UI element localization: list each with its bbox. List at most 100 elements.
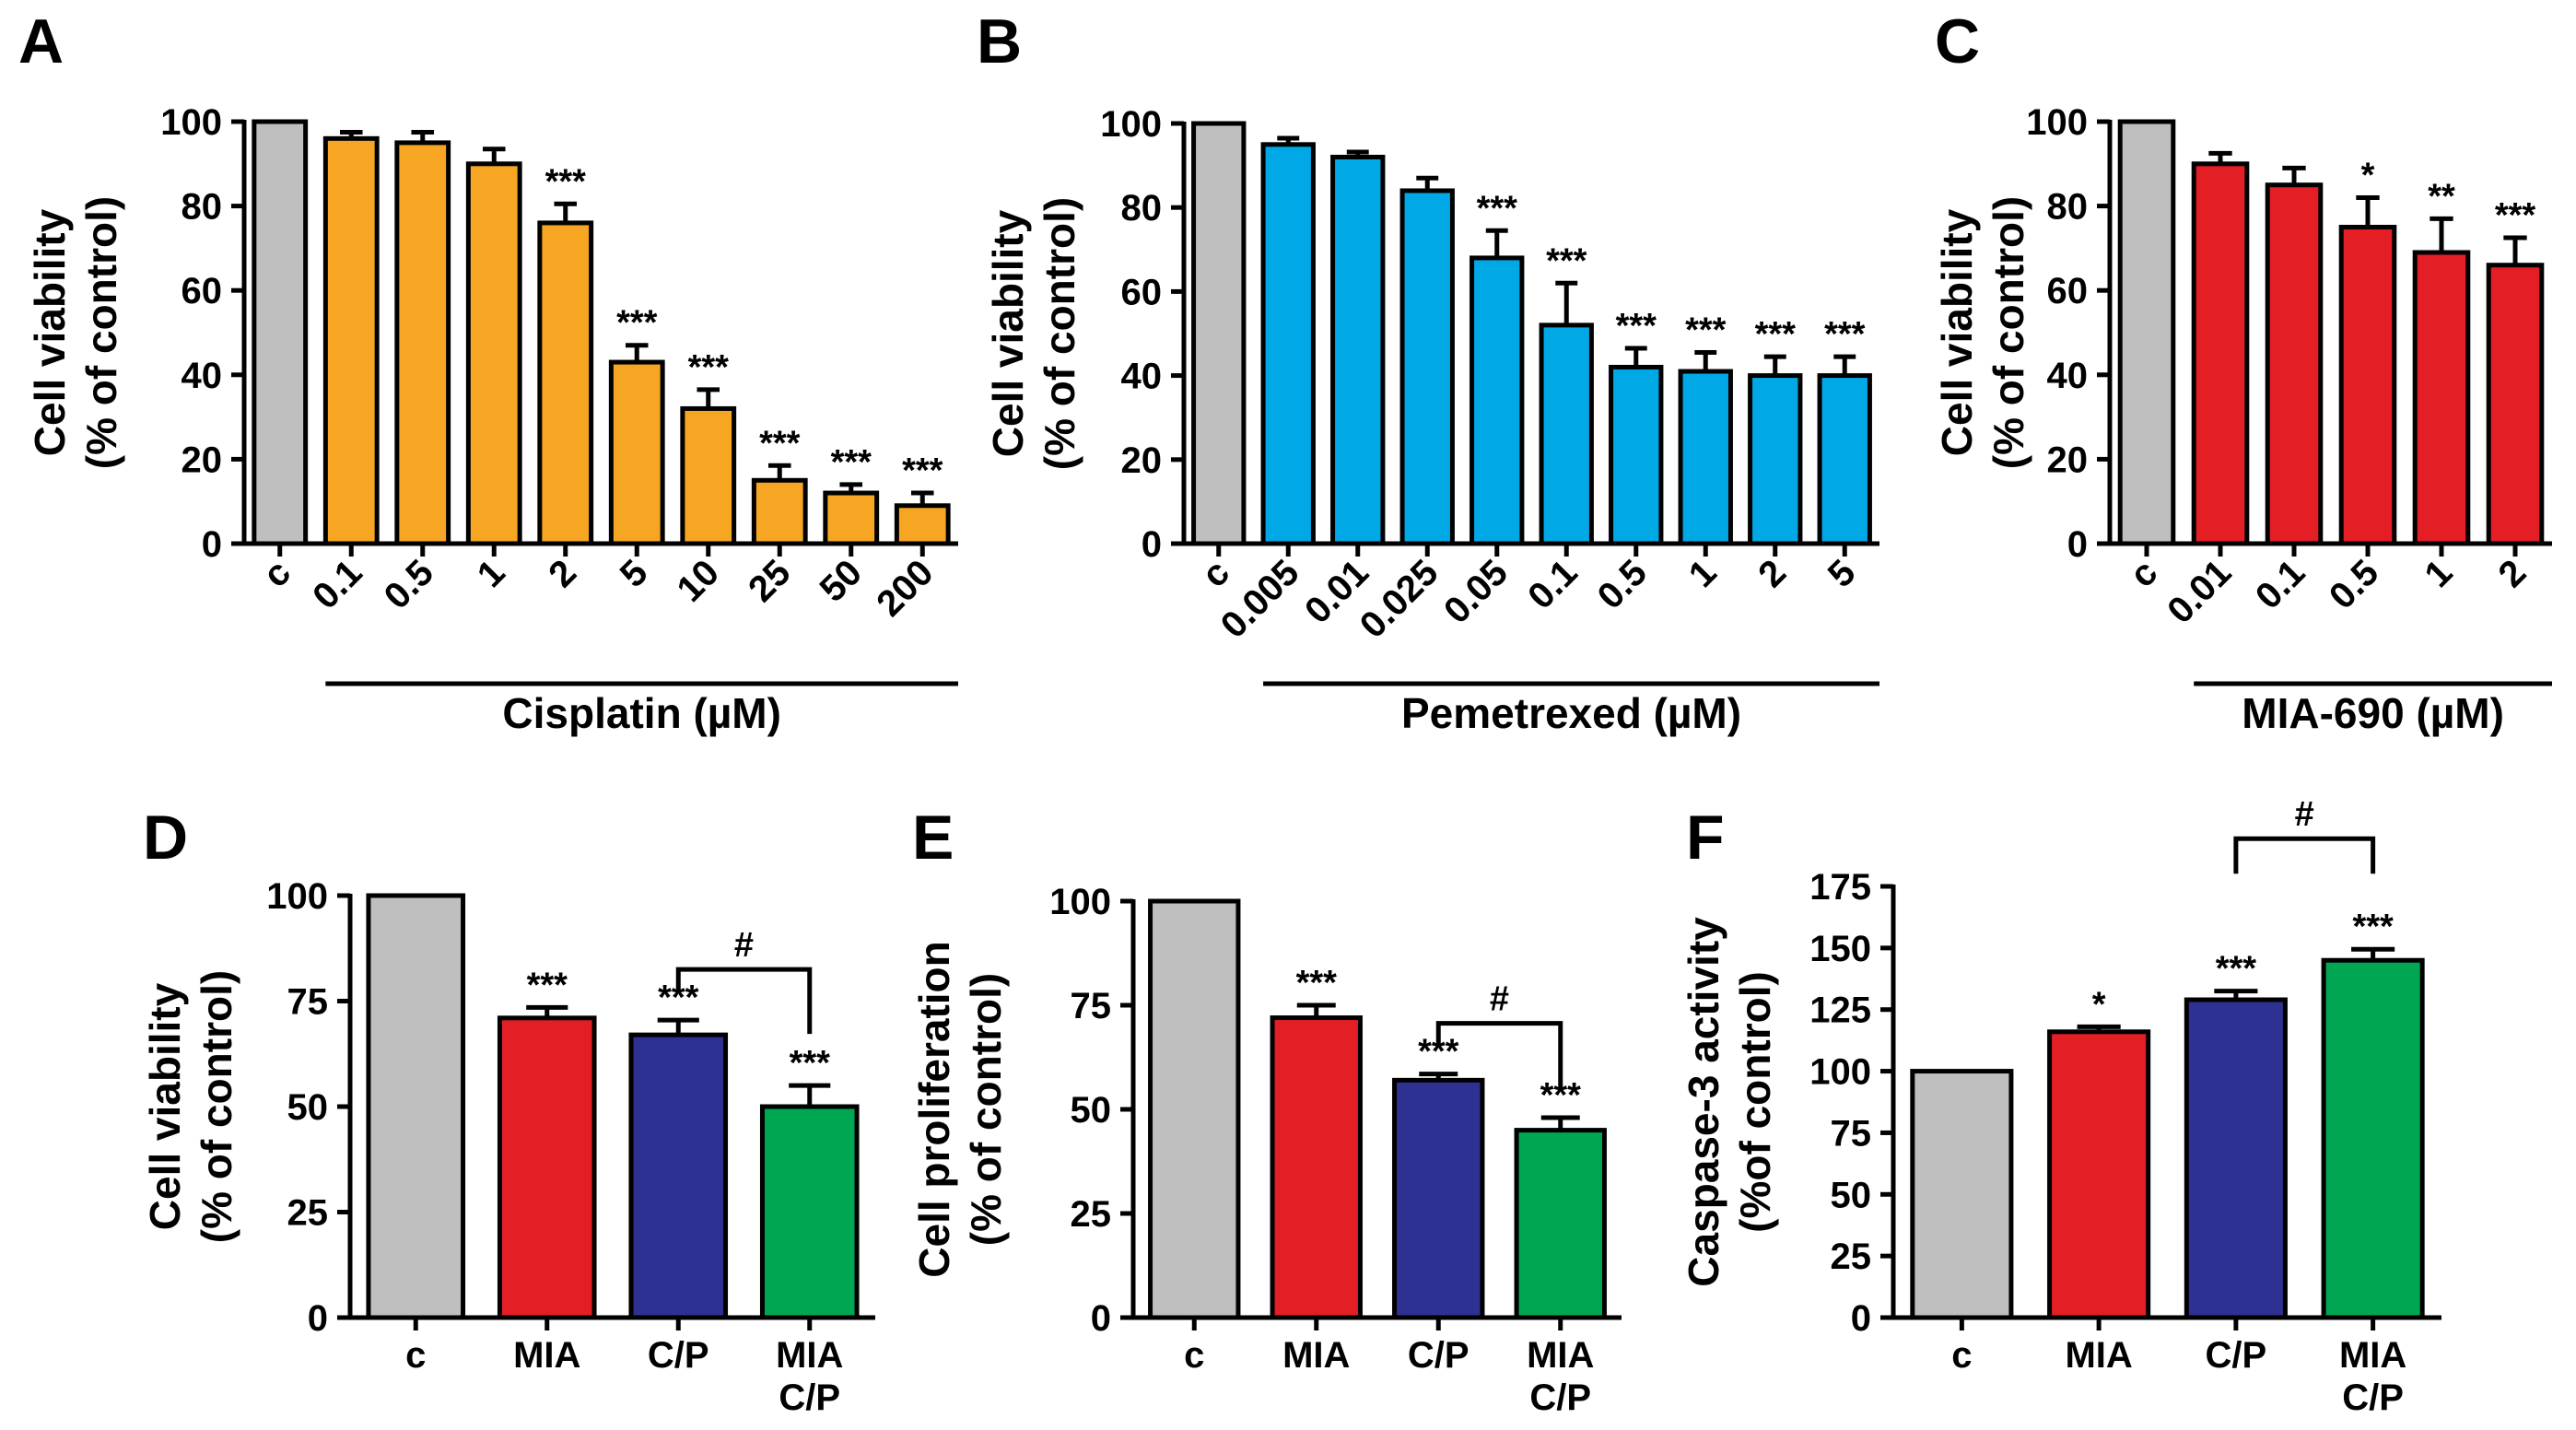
error-bar (789, 1083, 831, 1107)
y-tick-label: 0 (202, 524, 222, 565)
panel-letter: F (1686, 803, 1725, 873)
y-tick-label: 150 (1809, 929, 1871, 969)
significance-label: *** (1296, 964, 1338, 1002)
significance-label: *** (759, 424, 801, 463)
error-bar (482, 147, 506, 164)
x-tick-label: 0.1 (2248, 552, 2313, 616)
bracket-label: # (734, 926, 754, 965)
x-tick-label: c (1184, 1335, 1204, 1376)
significance-label: *** (790, 1044, 831, 1083)
y-axis-label: Caspase-3 activity(%of control) (1680, 917, 1779, 1287)
significance-label: *** (2352, 908, 2394, 946)
bar-d-3 (759, 1104, 860, 1320)
x-tick-label: 0.01 (2160, 552, 2239, 631)
x-tick-label: 2 (2491, 552, 2535, 595)
bracket-label: # (1490, 980, 1509, 1019)
panel-e: E Cell proliferation(% of control) 0 25 50 75… (910, 803, 1622, 1418)
error-bar (767, 463, 791, 481)
bar-b-2 (1330, 154, 1386, 546)
y-axis-label: Cell viability(% of control) (984, 197, 1083, 470)
bar-b-5 (1539, 322, 1594, 546)
x-tick-label-line: C/P (1529, 1377, 1591, 1418)
panel-letter: A (18, 6, 64, 76)
y-axis-label-line2: (% of control) (1036, 197, 1083, 470)
y-axis-label-line2: (% of control) (962, 973, 1010, 1246)
y-tick-label: 100 (2026, 102, 2088, 143)
x-tick-label: 5 (1821, 552, 1864, 595)
error-bar (657, 1017, 699, 1036)
x-tick-label: 0.005 (1213, 552, 1307, 646)
bar-b-0 (1191, 121, 1247, 546)
significance-label: *** (527, 966, 568, 1004)
error-bar (2503, 235, 2527, 265)
panel-f: F Caspase-3 activity(%of control) 0 25 50 75 1… (1680, 795, 2441, 1418)
y-tick-label: 0 (308, 1298, 328, 1339)
error-bar (1296, 1002, 1336, 1018)
y-tick-label: 175 (1809, 867, 1871, 908)
y-axis-label-line1: Cell proliferation (910, 941, 958, 1277)
y-tick-label: 75 (287, 982, 329, 1023)
significance-label: *** (2495, 196, 2536, 235)
panel-letter: B (977, 6, 1022, 76)
significance-label: *** (1616, 307, 1657, 346)
x-tick-label-line: MIA (776, 1335, 843, 1376)
significance-label: *** (2216, 950, 2257, 989)
y-tick-label: 60 (181, 271, 223, 311)
x-tick-label: 0.5 (2322, 552, 2386, 616)
y-axis-label: Cell proliferation(% of control) (910, 941, 1010, 1277)
bar-b-7 (1678, 369, 1733, 546)
y-axis-label-line2: (% of control) (77, 196, 125, 469)
bar-b-8 (1748, 373, 1803, 546)
bar-b-1 (1260, 142, 1316, 546)
x-tick-label: 0.025 (1352, 552, 1446, 646)
x-tick-label-line: MIA (1527, 1335, 1594, 1376)
x-tick-label: 0.5 (1590, 552, 1655, 616)
y-tick-label: 20 (181, 440, 223, 480)
y-axis-label-line1: Cell viability (26, 208, 74, 456)
bar-c-2 (2265, 182, 2324, 546)
significance-label: *** (616, 304, 658, 343)
error-bar (1624, 346, 1647, 368)
y-tick-label: 100 (1049, 882, 1111, 922)
x-tick-label: MIA (1282, 1335, 1350, 1376)
y-tick-label: 75 (1071, 986, 1112, 1026)
y-tick-label: 20 (2047, 440, 2089, 480)
y-axis-label-line2: (% of control) (193, 970, 240, 1243)
bar-d-0 (366, 893, 466, 1320)
significance-label: *** (545, 162, 587, 201)
error-bar (1485, 228, 1508, 258)
bar-b-3 (1399, 188, 1455, 546)
x-tick-label: 2 (541, 552, 584, 595)
error-bar (910, 490, 934, 506)
x-tick-label: MIA C/P (1527, 1335, 1594, 1418)
significance-label: *** (1755, 315, 1797, 354)
x-tick-label: 0.1 (305, 552, 369, 616)
error-bar (2356, 194, 2380, 228)
error-bar (1540, 1115, 1580, 1131)
y-tick-label: 75 (1831, 1113, 1872, 1154)
significance-label: *** (831, 443, 872, 482)
x-tick-label: c (2123, 552, 2166, 595)
bar-c-3 (2338, 225, 2397, 546)
y-tick-label: 0 (2067, 524, 2088, 565)
bar-a-4 (537, 220, 594, 546)
significance-label: *** (1685, 311, 1727, 350)
bracket-label: # (2295, 795, 2314, 834)
y-tick-label: 25 (287, 1193, 329, 1234)
error-bar (839, 482, 863, 494)
y-tick-label: 50 (1071, 1090, 1112, 1131)
y-tick-label: 25 (1071, 1194, 1112, 1235)
comparison-bracket (2233, 836, 2376, 874)
error-bar (1346, 149, 1369, 158)
x-tick-label-line: C/P (779, 1377, 840, 1418)
bar-b-4 (1469, 255, 1525, 546)
error-bar (1419, 1072, 1458, 1081)
y-axis-label: Cell viability(% of control) (1933, 196, 2032, 469)
bar-a-9 (894, 503, 951, 546)
y-axis-label-line1: Cell viability (141, 982, 189, 1230)
x-tick-label: 0.05 (1436, 552, 1516, 631)
x-tick-label-line: C/P (2342, 1377, 2404, 1418)
y-tick-label: 100 (160, 102, 222, 143)
error-bar (2430, 216, 2453, 252)
